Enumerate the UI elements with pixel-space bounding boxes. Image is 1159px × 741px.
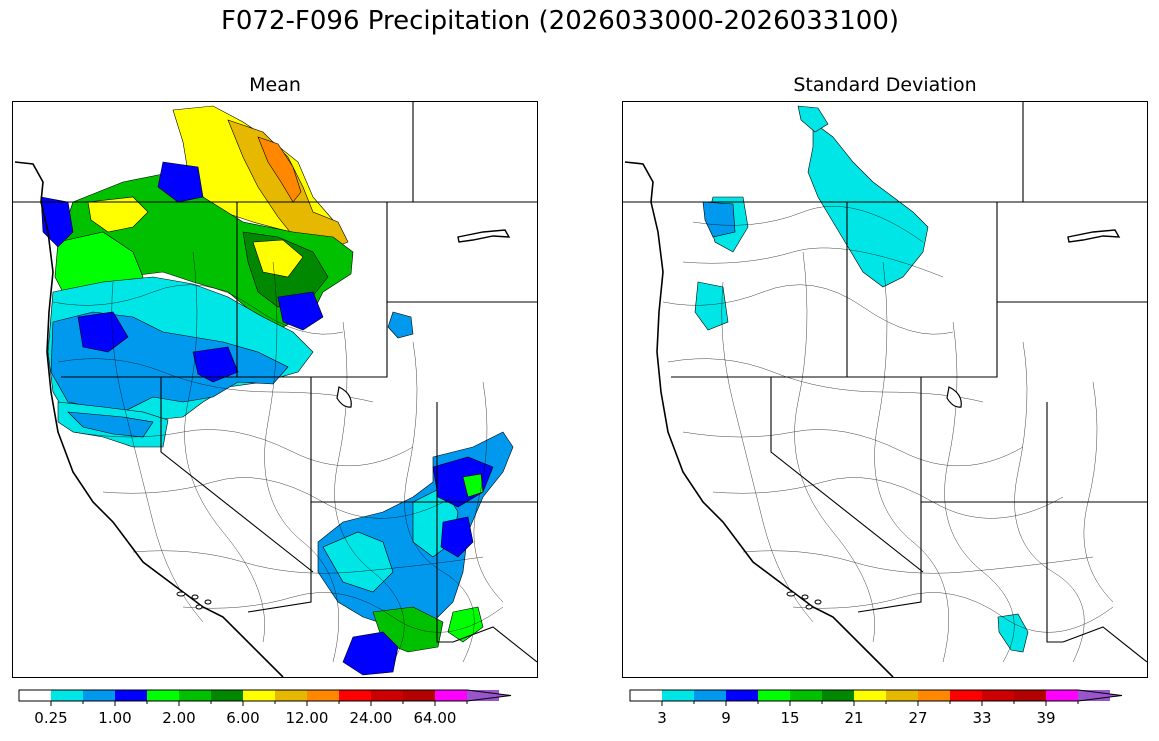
std-colorbar-swatch xyxy=(886,690,918,701)
std-field-cyan-north xyxy=(807,121,929,288)
std-colorbar-swatch xyxy=(726,690,758,701)
mean-map[interactable] xyxy=(12,101,538,678)
mean-colorbar-swatch xyxy=(243,690,275,701)
mean-field-blue-sonora xyxy=(342,631,399,676)
mean-colorbar-extend-arrow xyxy=(467,690,511,701)
mean-colorbar-outline xyxy=(18,689,512,702)
mean-colorbar-swatch xyxy=(371,690,403,701)
mean-field-orange-north xyxy=(257,136,302,203)
std-colorbar-swatch xyxy=(982,690,1014,701)
std-colorbar-tick-label: 33 xyxy=(972,709,991,727)
std-colorbar-swatch xyxy=(854,690,886,701)
mean-field-yellow-west xyxy=(87,196,149,233)
mean-colorbar-swatch xyxy=(307,690,339,701)
mean-great-salt-lake xyxy=(336,386,352,408)
mean-panel-title: Mean xyxy=(249,74,301,96)
figure-title: F072-F096 Precipitation (2026033000-2026… xyxy=(220,6,900,36)
std-field-cyan-or xyxy=(694,281,729,331)
mean-field-blue-northwest xyxy=(157,161,204,203)
std-colorbar-tick-label: 3 xyxy=(657,709,667,727)
mean-colorbar-tick-label: 12.00 xyxy=(286,709,329,727)
std-colorbar-swatch xyxy=(662,690,694,701)
std-colorbar-outline xyxy=(629,689,1123,702)
mean-state-borders xyxy=(13,102,537,663)
mean-colorbar-swatch xyxy=(147,690,179,701)
mean-colorbar: 0.25 1.00 2.00 6.00 12.00 24.00 64.00 xyxy=(18,688,534,732)
mean-field-sky-north-ca xyxy=(67,411,154,438)
std-state-borders xyxy=(623,102,1147,663)
mean-field-lime-nm xyxy=(462,473,484,498)
mean-colorbar-swatch xyxy=(115,690,147,701)
std-colorbar-canvas: 3 9 15 21 27 33 39 xyxy=(629,689,1123,727)
mean-field-blue-oregon-a xyxy=(77,311,129,353)
std-colorbar-swatch xyxy=(950,690,982,701)
mean-colorbar-swatch xyxy=(211,690,243,701)
mean-colorbar-canvas: 0.25 1.00 2.00 6.00 12.00 24.00 64.00 xyxy=(18,689,512,727)
mean-colorbar-tick-label: 64.00 xyxy=(414,709,457,727)
std-channel-islands xyxy=(786,591,822,610)
std-colorbar-swatch xyxy=(758,690,790,701)
std-colorbar-tick-label: 9 xyxy=(721,709,731,727)
mean-map-canvas xyxy=(13,102,537,677)
mean-colorbar-swatch xyxy=(403,690,435,701)
std-colorbar-swatch xyxy=(918,690,950,701)
mean-field-blue-oregon-c xyxy=(277,291,324,331)
mean-colorbar-swatch xyxy=(435,690,467,701)
mean-field-cyan-southwest xyxy=(322,531,394,593)
mean-precip-field xyxy=(40,105,514,676)
mean-lake-outline xyxy=(457,229,511,243)
mean-colorbar-swatch xyxy=(275,690,307,701)
std-coastline xyxy=(624,161,894,677)
std-colorbar-swatch xyxy=(1046,690,1078,701)
mean-colorbar-tick-label: 24.00 xyxy=(350,709,393,727)
std-colorbar-swatch xyxy=(790,690,822,701)
std-map-canvas xyxy=(623,102,1147,677)
std-colorbar-swatch xyxy=(1014,690,1046,701)
mean-field-blue-nm-b xyxy=(440,516,474,558)
mean-colorbar-swatch xyxy=(179,690,211,701)
std-colorbar-tick-label: 39 xyxy=(1036,709,1055,727)
std-colorbar: 3 9 15 21 27 33 39 xyxy=(629,688,1145,732)
std-field-cyan-sonora xyxy=(997,613,1029,653)
std-lake-outline xyxy=(1067,229,1121,243)
std-colorbar-swatch xyxy=(694,690,726,701)
mean-colorbar-swatch xyxy=(19,690,51,701)
std-colorbar-tick-label: 15 xyxy=(780,709,799,727)
mean-coastline xyxy=(14,161,284,677)
mean-colorbar-tick-label: 0.25 xyxy=(34,709,67,727)
mean-field-sky-utah xyxy=(387,311,414,339)
mean-field-yellow-central xyxy=(252,239,304,278)
std-colorbar-tick-label: 21 xyxy=(844,709,863,727)
std-map[interactable] xyxy=(622,101,1148,678)
mean-colorbar-tick-label: 1.00 xyxy=(98,709,131,727)
mean-colorbar-swatch xyxy=(83,690,115,701)
std-field-cyan-north-b xyxy=(797,105,829,133)
mean-colorbar-swatch xyxy=(339,690,371,701)
mean-colorbar-tick-label: 6.00 xyxy=(226,709,259,727)
std-colorbar-extend-arrow xyxy=(1078,690,1122,701)
std-colorbar-swatch xyxy=(822,690,854,701)
std-panel-title: Standard Deviation xyxy=(793,74,977,96)
std-colorbar-swatch xyxy=(630,690,662,701)
mean-watershed-lines xyxy=(52,251,504,663)
mean-channel-islands xyxy=(176,591,212,610)
std-colorbar-tick-label: 27 xyxy=(908,709,927,727)
std-great-salt-lake xyxy=(946,386,962,408)
std-precip-field xyxy=(694,105,1029,653)
std-field-sky-wa xyxy=(702,201,736,238)
mean-colorbar-tick-label: 2.00 xyxy=(162,709,195,727)
std-watershed-lines xyxy=(662,206,1114,663)
mean-colorbar-swatch xyxy=(51,690,83,701)
